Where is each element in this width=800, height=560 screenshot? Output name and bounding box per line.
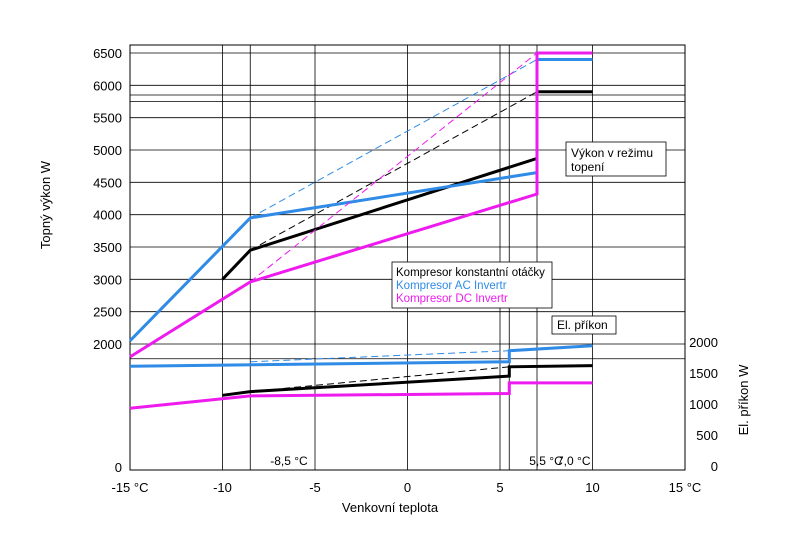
left-tick-label: 2000 bbox=[93, 337, 122, 352]
left-tick-label: 4500 bbox=[93, 175, 122, 190]
right-tick-label: 0 bbox=[711, 459, 718, 474]
left-tick-label: 0 bbox=[115, 460, 122, 475]
heating-series-dashed bbox=[249, 52, 538, 283]
marker-label: 5,5 °C bbox=[529, 454, 563, 468]
left-tick-label: 6000 bbox=[93, 78, 122, 93]
right-tick-label: 1000 bbox=[689, 397, 718, 412]
left-tick-label: 5500 bbox=[93, 111, 122, 126]
x-tick-label: 0 bbox=[404, 480, 411, 495]
series-lines bbox=[128, 51, 593, 410]
y-axis-title-right: El. příkon W bbox=[736, 364, 751, 436]
marker-label: 7,0 °C bbox=[557, 454, 591, 468]
plot-frame bbox=[129, 44, 686, 471]
left-tick-label: 5000 bbox=[93, 143, 122, 158]
x-tick-label: 15 °C bbox=[669, 480, 702, 495]
power-series-solid bbox=[222, 364, 593, 397]
heating-box-label: topení bbox=[571, 160, 605, 174]
left-tick-label: 2500 bbox=[93, 305, 122, 320]
power-series-solid bbox=[129, 344, 593, 368]
x-tick-label: -5 bbox=[309, 480, 321, 495]
right-tick-label: 2000 bbox=[689, 335, 718, 350]
right-tick-label: 1500 bbox=[689, 366, 718, 381]
left-tick-label: 4000 bbox=[93, 208, 122, 223]
tick-labels: -15 °C -10 -5 0 5 10 15 °C 0 2000 2500 3000 3500 400… bbox=[93, 46, 718, 495]
legend-entry: Kompresor konstantní otáčky bbox=[396, 267, 545, 279]
y-axis-title-left: Topný výkon W bbox=[38, 160, 53, 249]
plot-border bbox=[129, 44, 686, 471]
legend-entry: Kompresor AC Invertr bbox=[396, 280, 507, 292]
x-axis-title: Venkovní teplota bbox=[342, 500, 439, 515]
left-tick-label: 3000 bbox=[93, 272, 122, 287]
x-tick-label: 10 bbox=[585, 480, 599, 495]
x-tick-label: -10 bbox=[213, 480, 232, 495]
x-tick-label: 5 bbox=[496, 480, 503, 495]
legend-box bbox=[391, 261, 553, 309]
heating-series-solid bbox=[129, 51, 593, 359]
marker-label: -8,5 °C bbox=[270, 454, 308, 468]
left-tick-label: 3500 bbox=[93, 240, 122, 255]
legend-entry: Kompresor DC Invertr bbox=[396, 293, 508, 305]
power-box bbox=[551, 315, 617, 335]
heating-box-label: Výkon v režimu bbox=[571, 146, 653, 160]
left-tick-label: 6500 bbox=[93, 46, 122, 61]
heating-box bbox=[565, 141, 667, 177]
right-tick-label: 500 bbox=[696, 428, 718, 443]
x-tick-label: -15 °C bbox=[112, 480, 149, 495]
power-series-solid bbox=[129, 381, 593, 410]
power-box-label: El. příkon bbox=[557, 318, 608, 332]
